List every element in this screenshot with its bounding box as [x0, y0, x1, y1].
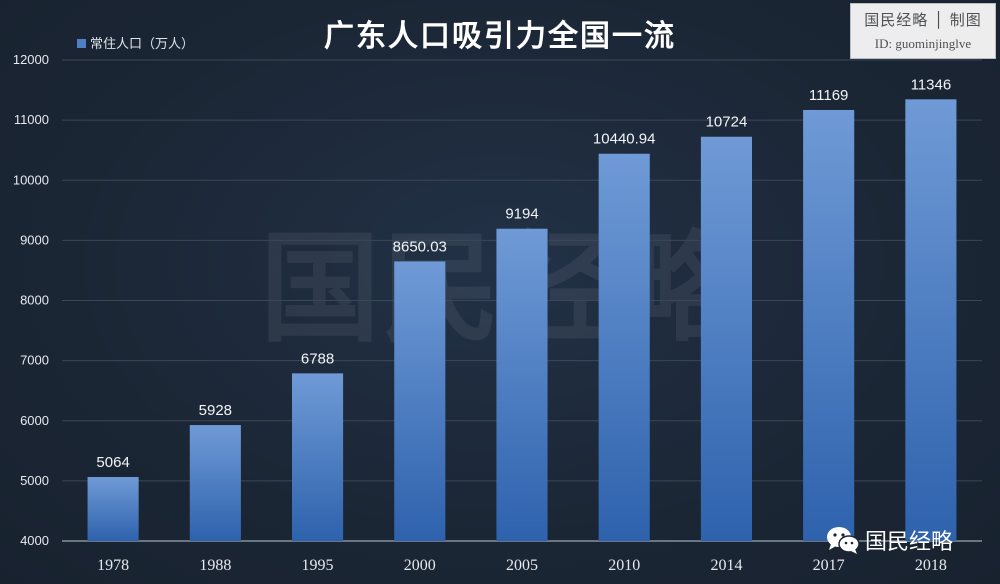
y-tick-label: 7000 — [20, 353, 49, 368]
y-tick-label: 4000 — [20, 533, 49, 548]
data-labels: 5064 5928 6788 8650.03 9194 10440.94 10724 1116… — [96, 76, 951, 471]
x-tick-2014: 2014 — [710, 557, 742, 574]
data-label-1995: 6788 — [301, 350, 334, 367]
bar-2017 — [803, 109, 855, 542]
legend-swatch — [77, 39, 86, 48]
data-label-2018: 11346 — [911, 76, 952, 93]
x-tick-2018: 2018 — [915, 557, 947, 574]
brand-name: 国民经略 — [865, 530, 954, 555]
legend-label: 常住人口（万人） — [90, 37, 194, 52]
y-tick-label: 5000 — [20, 473, 49, 488]
stamp-id: ID: guominjinglve — [874, 36, 972, 51]
bar-2014 — [700, 136, 752, 542]
author-stamp: 国民经略 │ 制图 ID: guominjinglve — [850, 3, 996, 59]
y-tick-label: 9000 — [20, 232, 49, 247]
y-tick-label: 12000 — [13, 52, 49, 67]
x-tick-2000: 2000 — [404, 557, 436, 574]
x-tick-1978: 1978 — [97, 557, 129, 574]
bar-1995 — [292, 373, 344, 541]
y-axis-ticks: 4000 5000 6000 7000 8000 9000 10000 11000 12000 — [13, 52, 49, 548]
x-tick-1995: 1995 — [302, 557, 334, 574]
data-label-2000: 8650.03 — [393, 238, 447, 255]
stamp-name: 国民经略 │ 制图 — [864, 11, 982, 29]
data-label-1978: 5064 — [96, 454, 129, 471]
legend: 常住人口（万人） — [77, 37, 194, 52]
y-tick-label: 6000 — [20, 413, 49, 428]
x-tick-2017: 2017 — [813, 557, 845, 574]
x-tick-2010: 2010 — [608, 557, 640, 574]
chart-title: 广东人口吸引力全国一流 — [324, 19, 676, 54]
bar-1988 — [189, 425, 241, 541]
data-label-1988: 5928 — [199, 402, 232, 419]
x-axis-ticks: 1978 1988 1995 2000 2005 2010 2014 2017 2018 — [97, 557, 947, 574]
bar-2005 — [496, 228, 548, 541]
bar-2010 — [598, 153, 650, 542]
data-label-2010: 10440.94 — [593, 131, 656, 148]
x-tick-2005: 2005 — [506, 557, 538, 574]
bar-1978 — [87, 477, 139, 541]
bars — [87, 99, 957, 542]
data-label-2017: 11169 — [809, 87, 849, 104]
y-tick-label: 8000 — [20, 293, 49, 308]
data-label-2005: 9194 — [505, 206, 538, 223]
bar-2018 — [905, 99, 957, 541]
x-tick-1988: 1988 — [199, 557, 231, 574]
y-tick-label: 10000 — [13, 172, 49, 187]
bar-2000 — [394, 261, 446, 541]
y-tick-label: 11000 — [14, 112, 49, 127]
data-label-2014: 10724 — [706, 114, 748, 131]
brand-mark: 国民经略 — [825, 524, 953, 556]
wechat-icon — [827, 527, 860, 554]
